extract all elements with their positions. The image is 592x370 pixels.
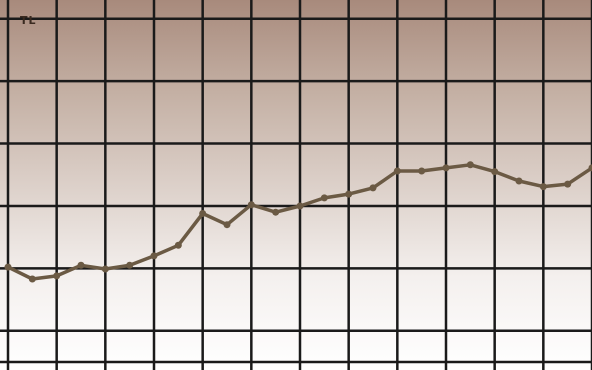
data-point <box>53 272 61 280</box>
data-point <box>101 265 109 273</box>
data-point <box>418 167 426 175</box>
data-point <box>272 208 280 216</box>
y-axis-unit-label: TL <box>20 14 37 27</box>
data-point <box>296 202 304 210</box>
data-point <box>77 261 85 269</box>
data-point <box>539 183 547 191</box>
data-point <box>345 190 353 198</box>
data-point <box>223 221 231 229</box>
data-point <box>28 275 36 283</box>
data-point <box>150 252 158 260</box>
data-point <box>393 167 401 175</box>
data-point <box>126 261 134 269</box>
data-point <box>466 161 474 169</box>
data-point <box>247 201 255 209</box>
data-point <box>515 177 523 185</box>
data-point <box>320 194 328 202</box>
data-point <box>199 209 207 217</box>
data-point <box>369 184 377 192</box>
data-point <box>588 164 592 172</box>
data-point <box>4 263 12 271</box>
data-point <box>442 164 450 172</box>
data-point <box>174 241 182 249</box>
series-layer <box>4 161 592 283</box>
data-point <box>564 180 572 188</box>
data-point <box>491 168 499 176</box>
